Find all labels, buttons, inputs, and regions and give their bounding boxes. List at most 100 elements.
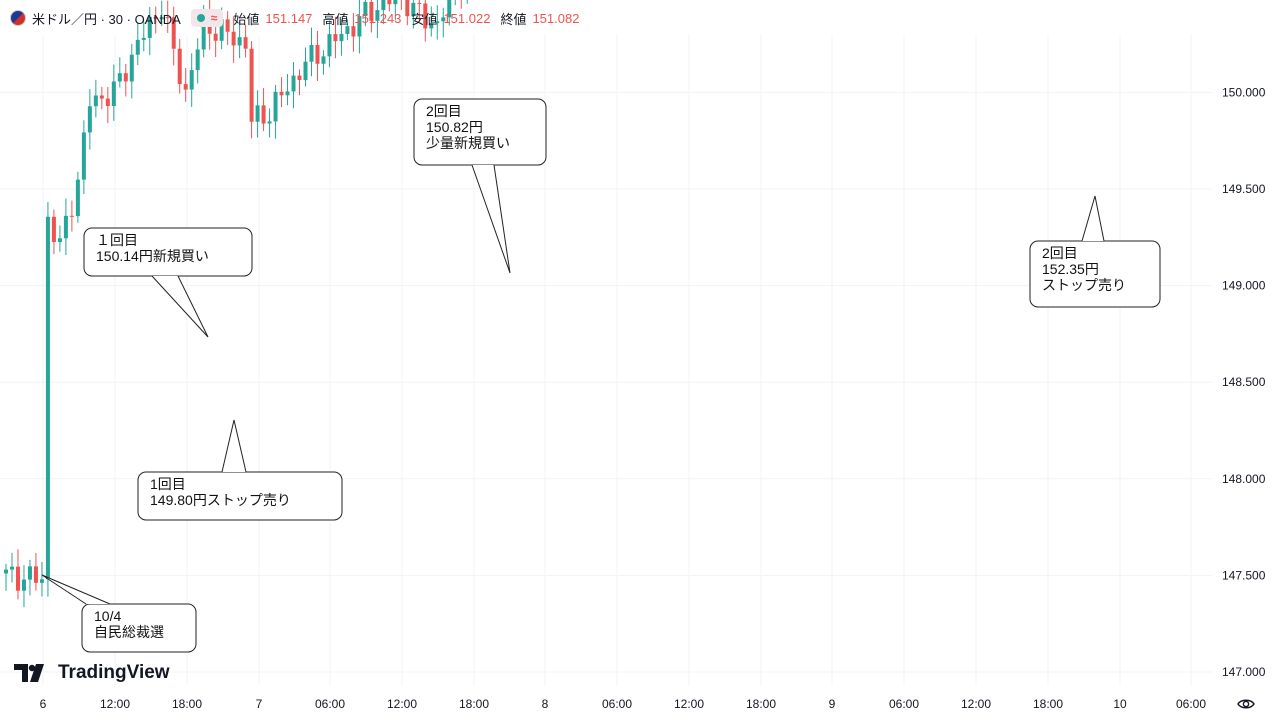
annotation-text: ストップ売り [1042, 277, 1126, 293]
candle [255, 90, 260, 138]
candle [400, 0, 402, 11]
candle [129, 43, 134, 99]
x-tick-label: 12:00 [674, 697, 704, 711]
x-tick-label: 18:00 [172, 697, 202, 711]
candle [63, 198, 68, 256]
x-tick-label: 06:00 [1176, 697, 1206, 711]
candle [81, 120, 86, 195]
candle [147, 6, 152, 56]
symbol-title[interactable]: 米ドル／円 · 30 · OANDA [32, 11, 181, 27]
candle [69, 200, 74, 232]
candle [267, 108, 272, 138]
x-tick-label: 9 [829, 697, 836, 711]
time-axis[interactable]: 6 12:00 18:00 7 06:00 12:00 18:00 8 06:00 12:00 18… [40, 697, 1207, 711]
close-label: 終値 [500, 11, 527, 27]
low-value: 151.022 [443, 10, 491, 26]
x-tick-label: 12:00 [100, 697, 130, 711]
x-tick-label: 10 [1113, 697, 1127, 711]
candle [279, 77, 284, 108]
annotation-text: 10/4 [94, 608, 121, 624]
candle [135, 23, 140, 66]
annotation-text: 2回目 [1042, 245, 1078, 261]
annotation-text: 少量新規買い [426, 135, 510, 151]
candle [153, 6, 158, 34]
x-tick-label: 18:00 [459, 697, 489, 711]
candle [261, 88, 266, 131]
candle [165, 0, 170, 33]
candle [351, 13, 356, 52]
chart-settings-icon[interactable] [1236, 694, 1256, 714]
candle [315, 30, 320, 81]
approx-icon: ≈ [210, 11, 218, 25]
candle [231, 16, 236, 63]
candle [15, 549, 20, 600]
candle [423, 0, 428, 42]
grid-lines [0, 34, 1212, 686]
candle [447, 0, 452, 26]
market-status-badge[interactable]: ≈ [190, 9, 224, 27]
candle [51, 209, 56, 255]
x-tick-label: 18:00 [746, 697, 776, 711]
candle [417, 0, 422, 21]
high-label: 高値 [322, 11, 349, 27]
price-axis[interactable]: 153.500153.000152.500152.000151.500151.0… [1222, 0, 1266, 679]
us-flag-icon [10, 10, 26, 26]
low-label: 安値 [411, 11, 438, 27]
y-tick-label: 147.000 [1222, 665, 1266, 679]
tradingview-logo-icon [14, 664, 44, 682]
candle [297, 69, 302, 96]
candle [117, 57, 122, 88]
x-tick-label: 06:00 [315, 697, 345, 711]
open-label: 始値 [233, 11, 260, 27]
candle [183, 67, 188, 102]
annotation-text: 2回目 [426, 103, 462, 119]
candle [237, 19, 242, 59]
candle [411, 0, 416, 29]
candle [429, 6, 434, 37]
y-tick-label: 149.000 [1222, 279, 1266, 293]
candle [99, 86, 104, 110]
candle [460, 0, 462, 9]
annotation-text: 149.80円ストップ売り [150, 492, 291, 508]
annotation-text: 150.14円新規買い [96, 248, 209, 264]
candle [309, 27, 314, 77]
y-tick-label: 148.000 [1222, 472, 1266, 486]
candle [177, 39, 182, 94]
candle [159, 0, 164, 27]
candle [105, 86, 110, 124]
candle [303, 47, 308, 87]
candle [225, 11, 230, 45]
candle [363, 0, 368, 27]
candle [87, 89, 92, 150]
candle [195, 38, 200, 84]
candle [243, 24, 248, 58]
candle [466, 0, 468, 4]
candle [441, 7, 446, 38]
x-tick-label: 06:00 [602, 697, 632, 711]
annotation-text: 152.35円 [1042, 261, 1099, 277]
candle [141, 21, 146, 52]
y-tick-label: 150.500 [1222, 0, 1266, 3]
x-tick-label: 6 [40, 697, 47, 711]
candle [381, 0, 386, 25]
tradingview-wordmark: TradingView [58, 662, 170, 683]
candle [339, 19, 344, 56]
candles [4, 0, 468, 608]
candle [189, 53, 194, 107]
candle [249, 41, 254, 139]
annotation-text: 1回目 [150, 476, 186, 492]
close-value: 151.082 [532, 10, 580, 26]
candle [405, 0, 410, 26]
market-open-dot-icon [196, 14, 205, 22]
candle [321, 50, 326, 75]
candle [345, 19, 350, 41]
tradingview-logo[interactable]: TradingView [14, 660, 170, 686]
candle [327, 20, 332, 68]
candle [45, 201, 50, 597]
candle [435, 5, 440, 40]
symbol-legend: 米ドル／円 · 30 · OANDA ≈ 始値 151.147 高値 151.243… [10, 8, 583, 28]
open-value: 151.147 [265, 10, 313, 26]
